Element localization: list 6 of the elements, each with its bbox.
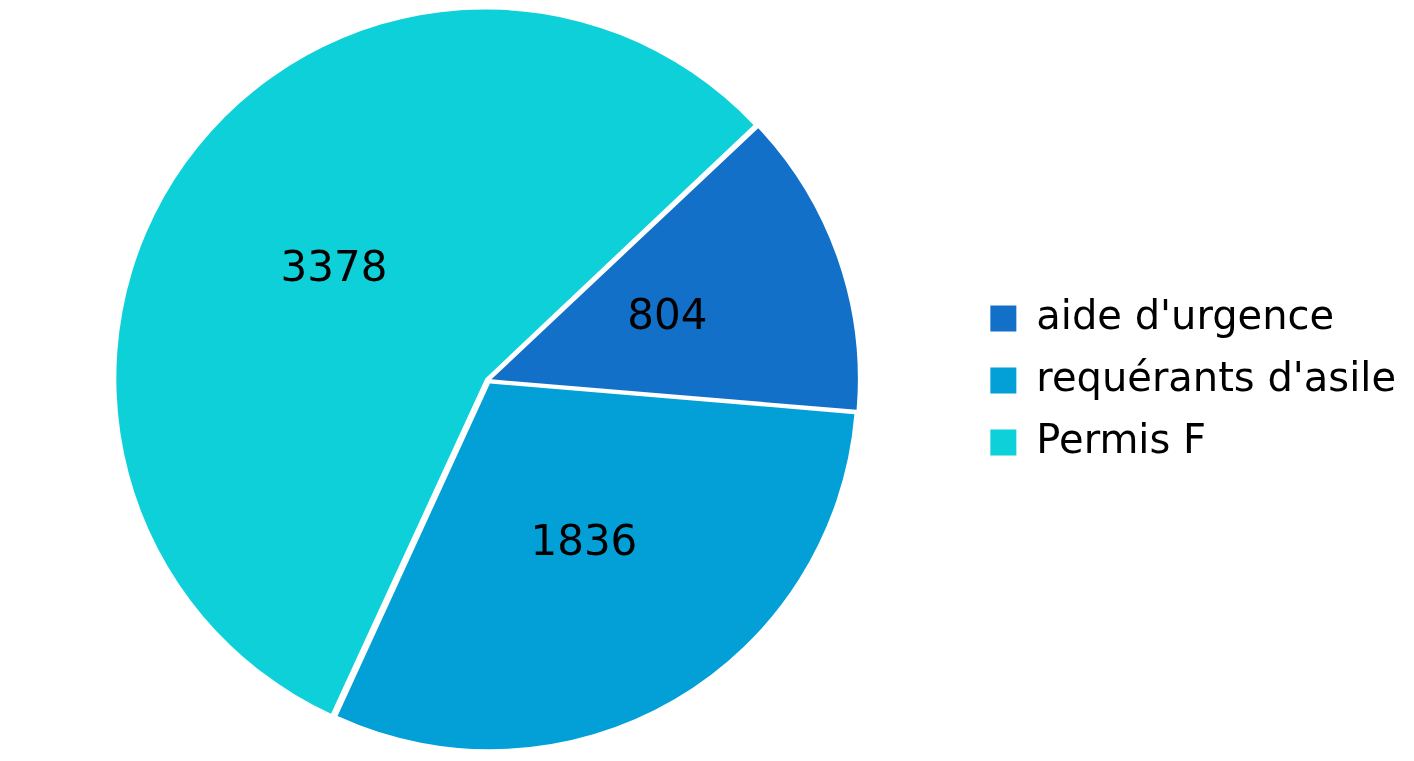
legend-label: aide d'urgence	[1036, 291, 1335, 338]
data-label: 3378	[280, 241, 388, 291]
legend-label: Permis F	[1036, 415, 1207, 462]
legend-label: requérants d'asile	[1036, 353, 1397, 400]
data-label: 804	[627, 289, 708, 339]
data-label: 1836	[530, 516, 638, 566]
